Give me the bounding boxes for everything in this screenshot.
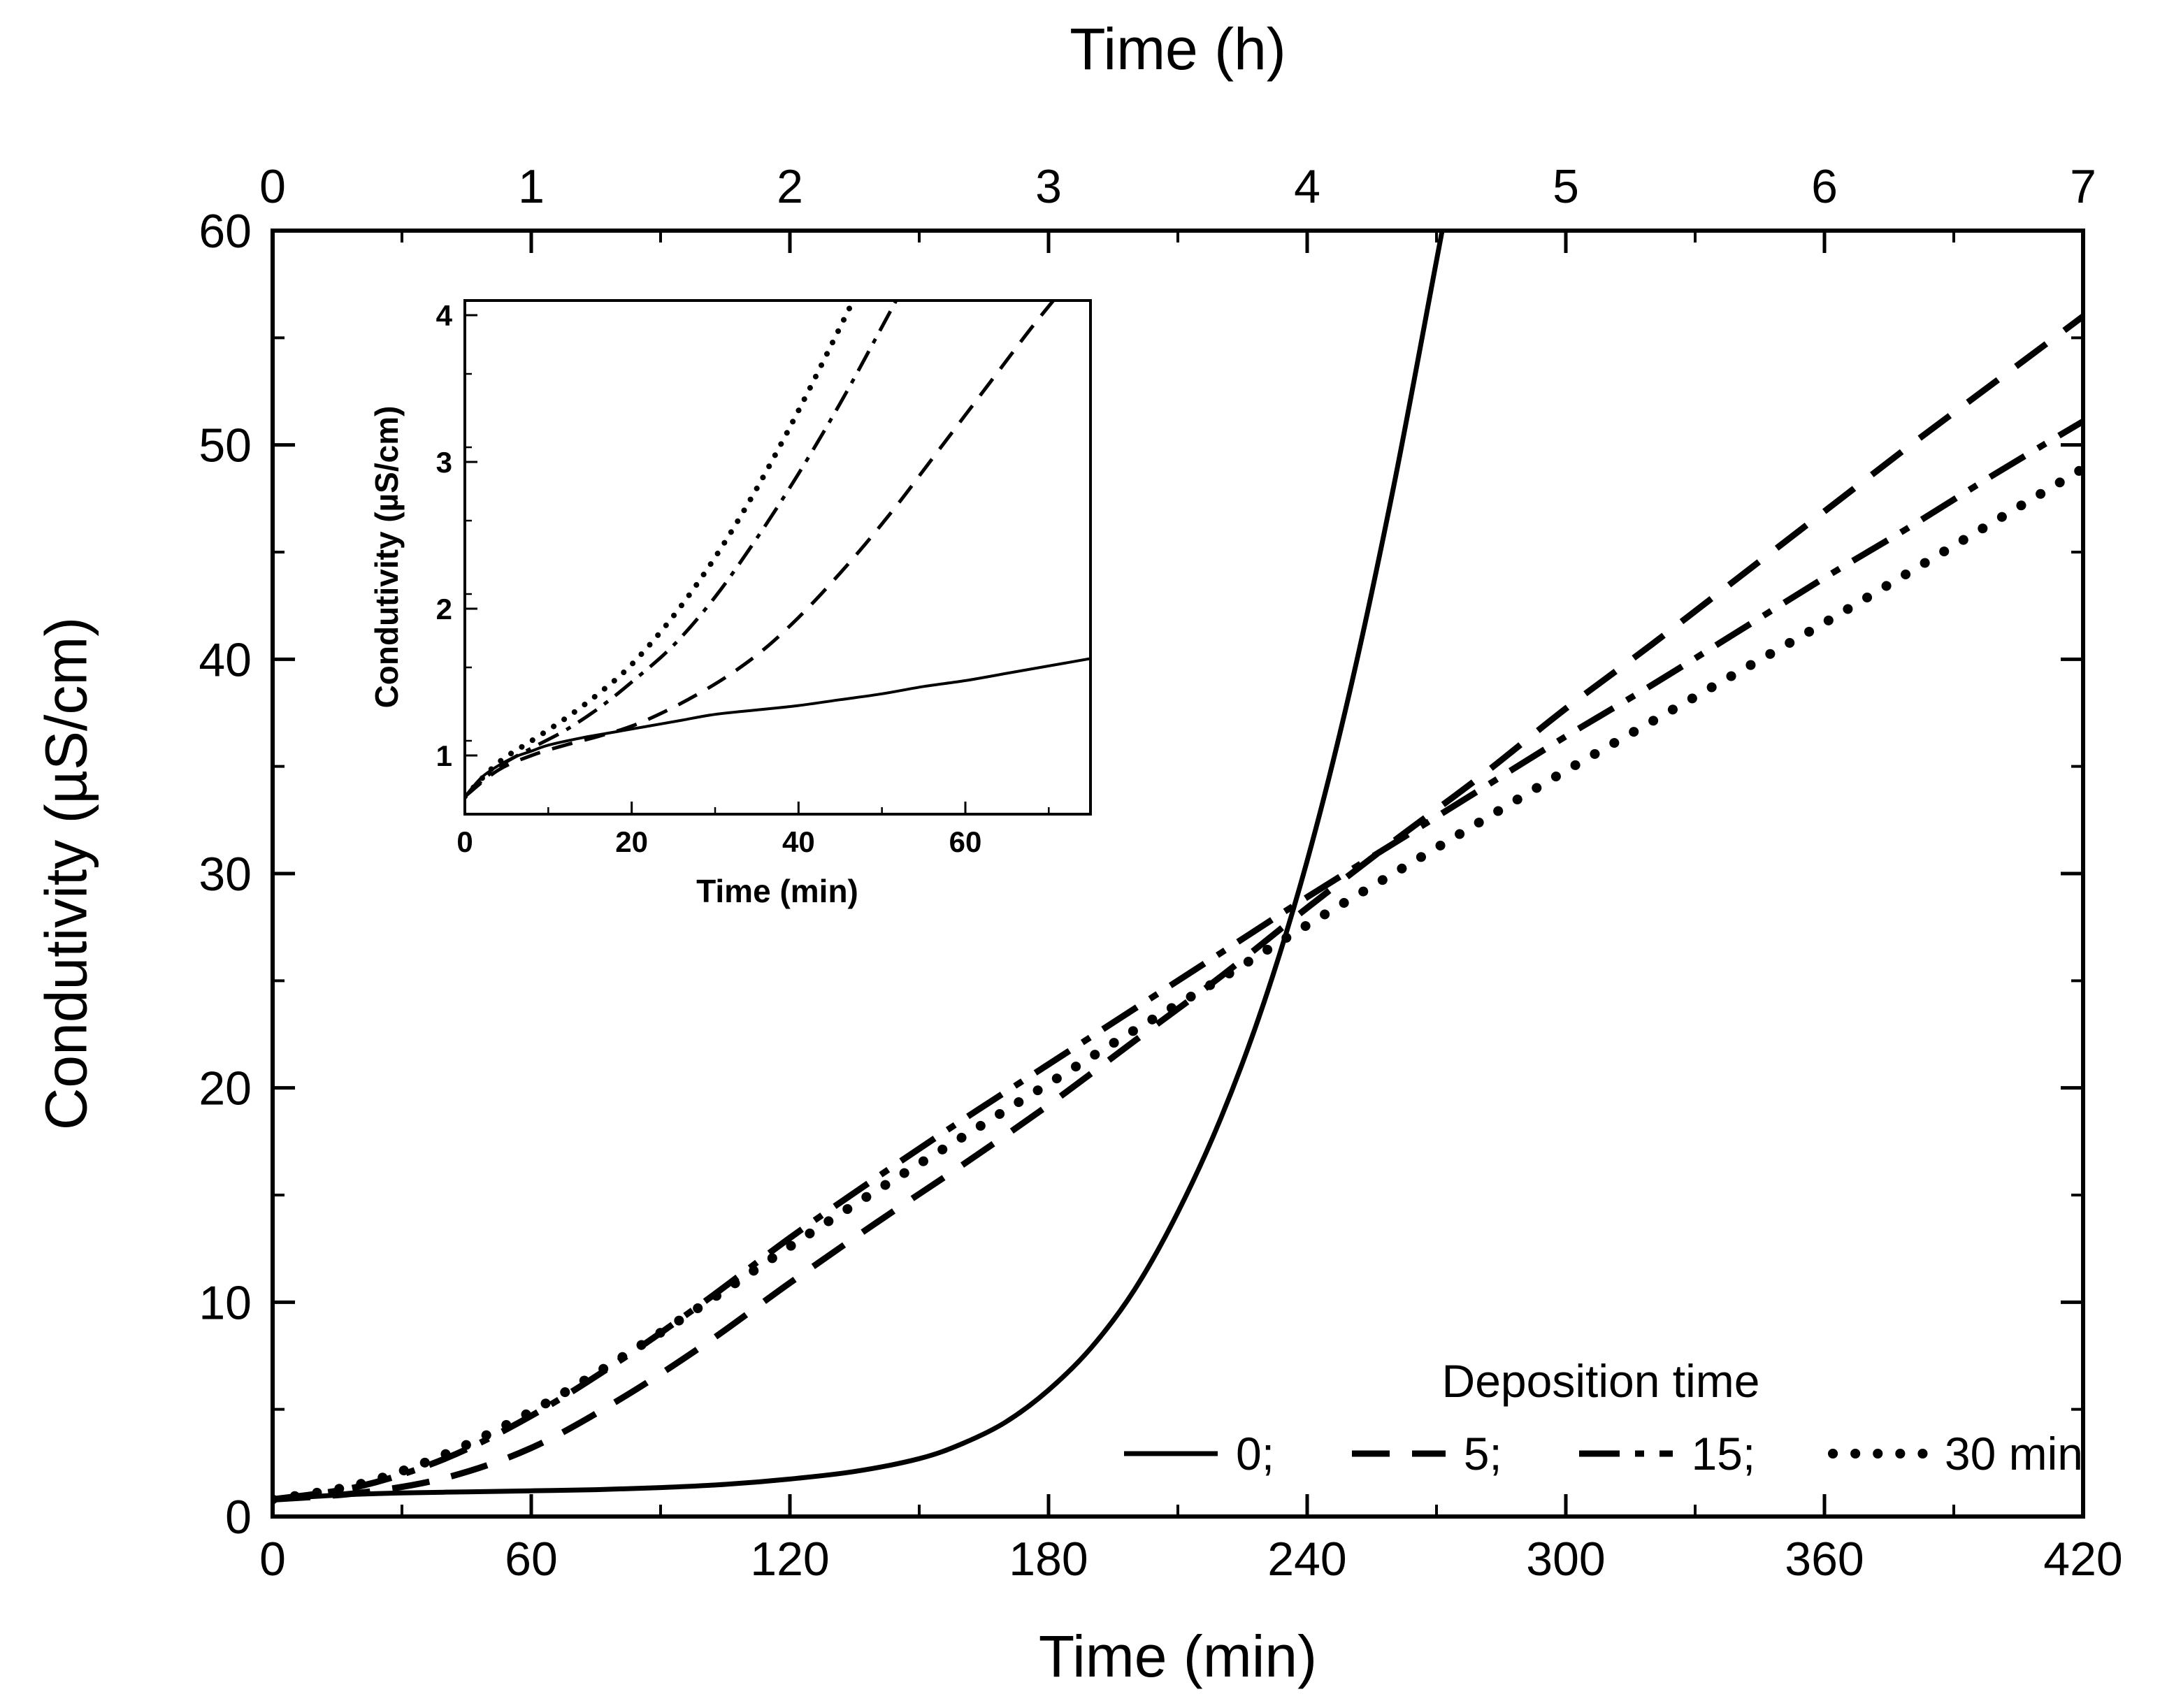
- legend-row: 0; 5; 15; 30 min: [1118, 1427, 2083, 1480]
- svg-text:360: 360: [1785, 1533, 1864, 1586]
- left-axis-title: Condutivity (µS/cm): [33, 616, 99, 1131]
- svg-text:0: 0: [259, 160, 286, 213]
- svg-text:0: 0: [225, 1491, 252, 1544]
- svg-text:20: 20: [199, 1062, 252, 1115]
- svg-text:1: 1: [436, 739, 452, 772]
- legend: Deposition time 0; 5; 15; 30 min: [1118, 1354, 2083, 1480]
- svg-text:10: 10: [199, 1276, 252, 1329]
- top-axis-title: Time (h): [1070, 16, 1286, 82]
- svg-text:4: 4: [1294, 160, 1320, 213]
- dashdot-line-sample: [1579, 1450, 1673, 1457]
- svg-text:40: 40: [199, 633, 252, 686]
- svg-text:40: 40: [782, 825, 815, 858]
- legend-label-0min: 0;: [1236, 1428, 1275, 1479]
- svg-text:60: 60: [505, 1533, 558, 1586]
- legend-title: Deposition time: [1441, 1355, 1760, 1407]
- legend-label-30min: 30 min: [1944, 1428, 2083, 1479]
- legend-label-5min: 5;: [1463, 1428, 1502, 1479]
- dashed-line-sample: [1351, 1450, 1446, 1457]
- legend-entry-15min: 15;: [1574, 1427, 1755, 1480]
- svg-text:0: 0: [259, 1533, 286, 1586]
- svg-text:300: 300: [1526, 1533, 1605, 1586]
- svg-text:30: 30: [199, 848, 252, 901]
- svg-text:0: 0: [456, 825, 473, 858]
- svg-text:120: 120: [750, 1533, 829, 1586]
- svg-text:4: 4: [436, 299, 453, 332]
- svg-text:1: 1: [518, 160, 545, 213]
- legend-entry-5min: 5;: [1346, 1427, 1502, 1480]
- svg-text:420: 420: [2043, 1533, 2122, 1586]
- inset-y-axis-title: Condutivity (µS/cm): [368, 405, 405, 709]
- svg-text:7: 7: [2070, 160, 2096, 213]
- svg-text:50: 50: [199, 419, 252, 472]
- svg-text:2: 2: [777, 160, 803, 213]
- svg-text:60: 60: [949, 825, 982, 858]
- inset-x-axis-title: Time (min): [696, 873, 858, 909]
- svg-text:3: 3: [1035, 160, 1062, 213]
- legend-entry-0min: 0;: [1118, 1427, 1274, 1480]
- svg-text:6: 6: [1811, 160, 1838, 213]
- svg-text:3: 3: [436, 446, 452, 479]
- svg-text:5: 5: [1553, 160, 1579, 213]
- svg-text:20: 20: [615, 825, 648, 858]
- svg-text:240: 240: [1267, 1533, 1346, 1586]
- bottom-axis-title: Time (min): [1038, 1623, 1318, 1689]
- legend-label-15min: 15;: [1691, 1428, 1756, 1479]
- dotted-line-sample: [1827, 1449, 1931, 1459]
- svg-text:2: 2: [436, 593, 452, 625]
- solid-line-sample: [1124, 1451, 1218, 1456]
- svg-text:180: 180: [1009, 1533, 1088, 1586]
- legend-entry-30min: 30 min: [1827, 1427, 2083, 1480]
- svg-text:60: 60: [199, 205, 252, 258]
